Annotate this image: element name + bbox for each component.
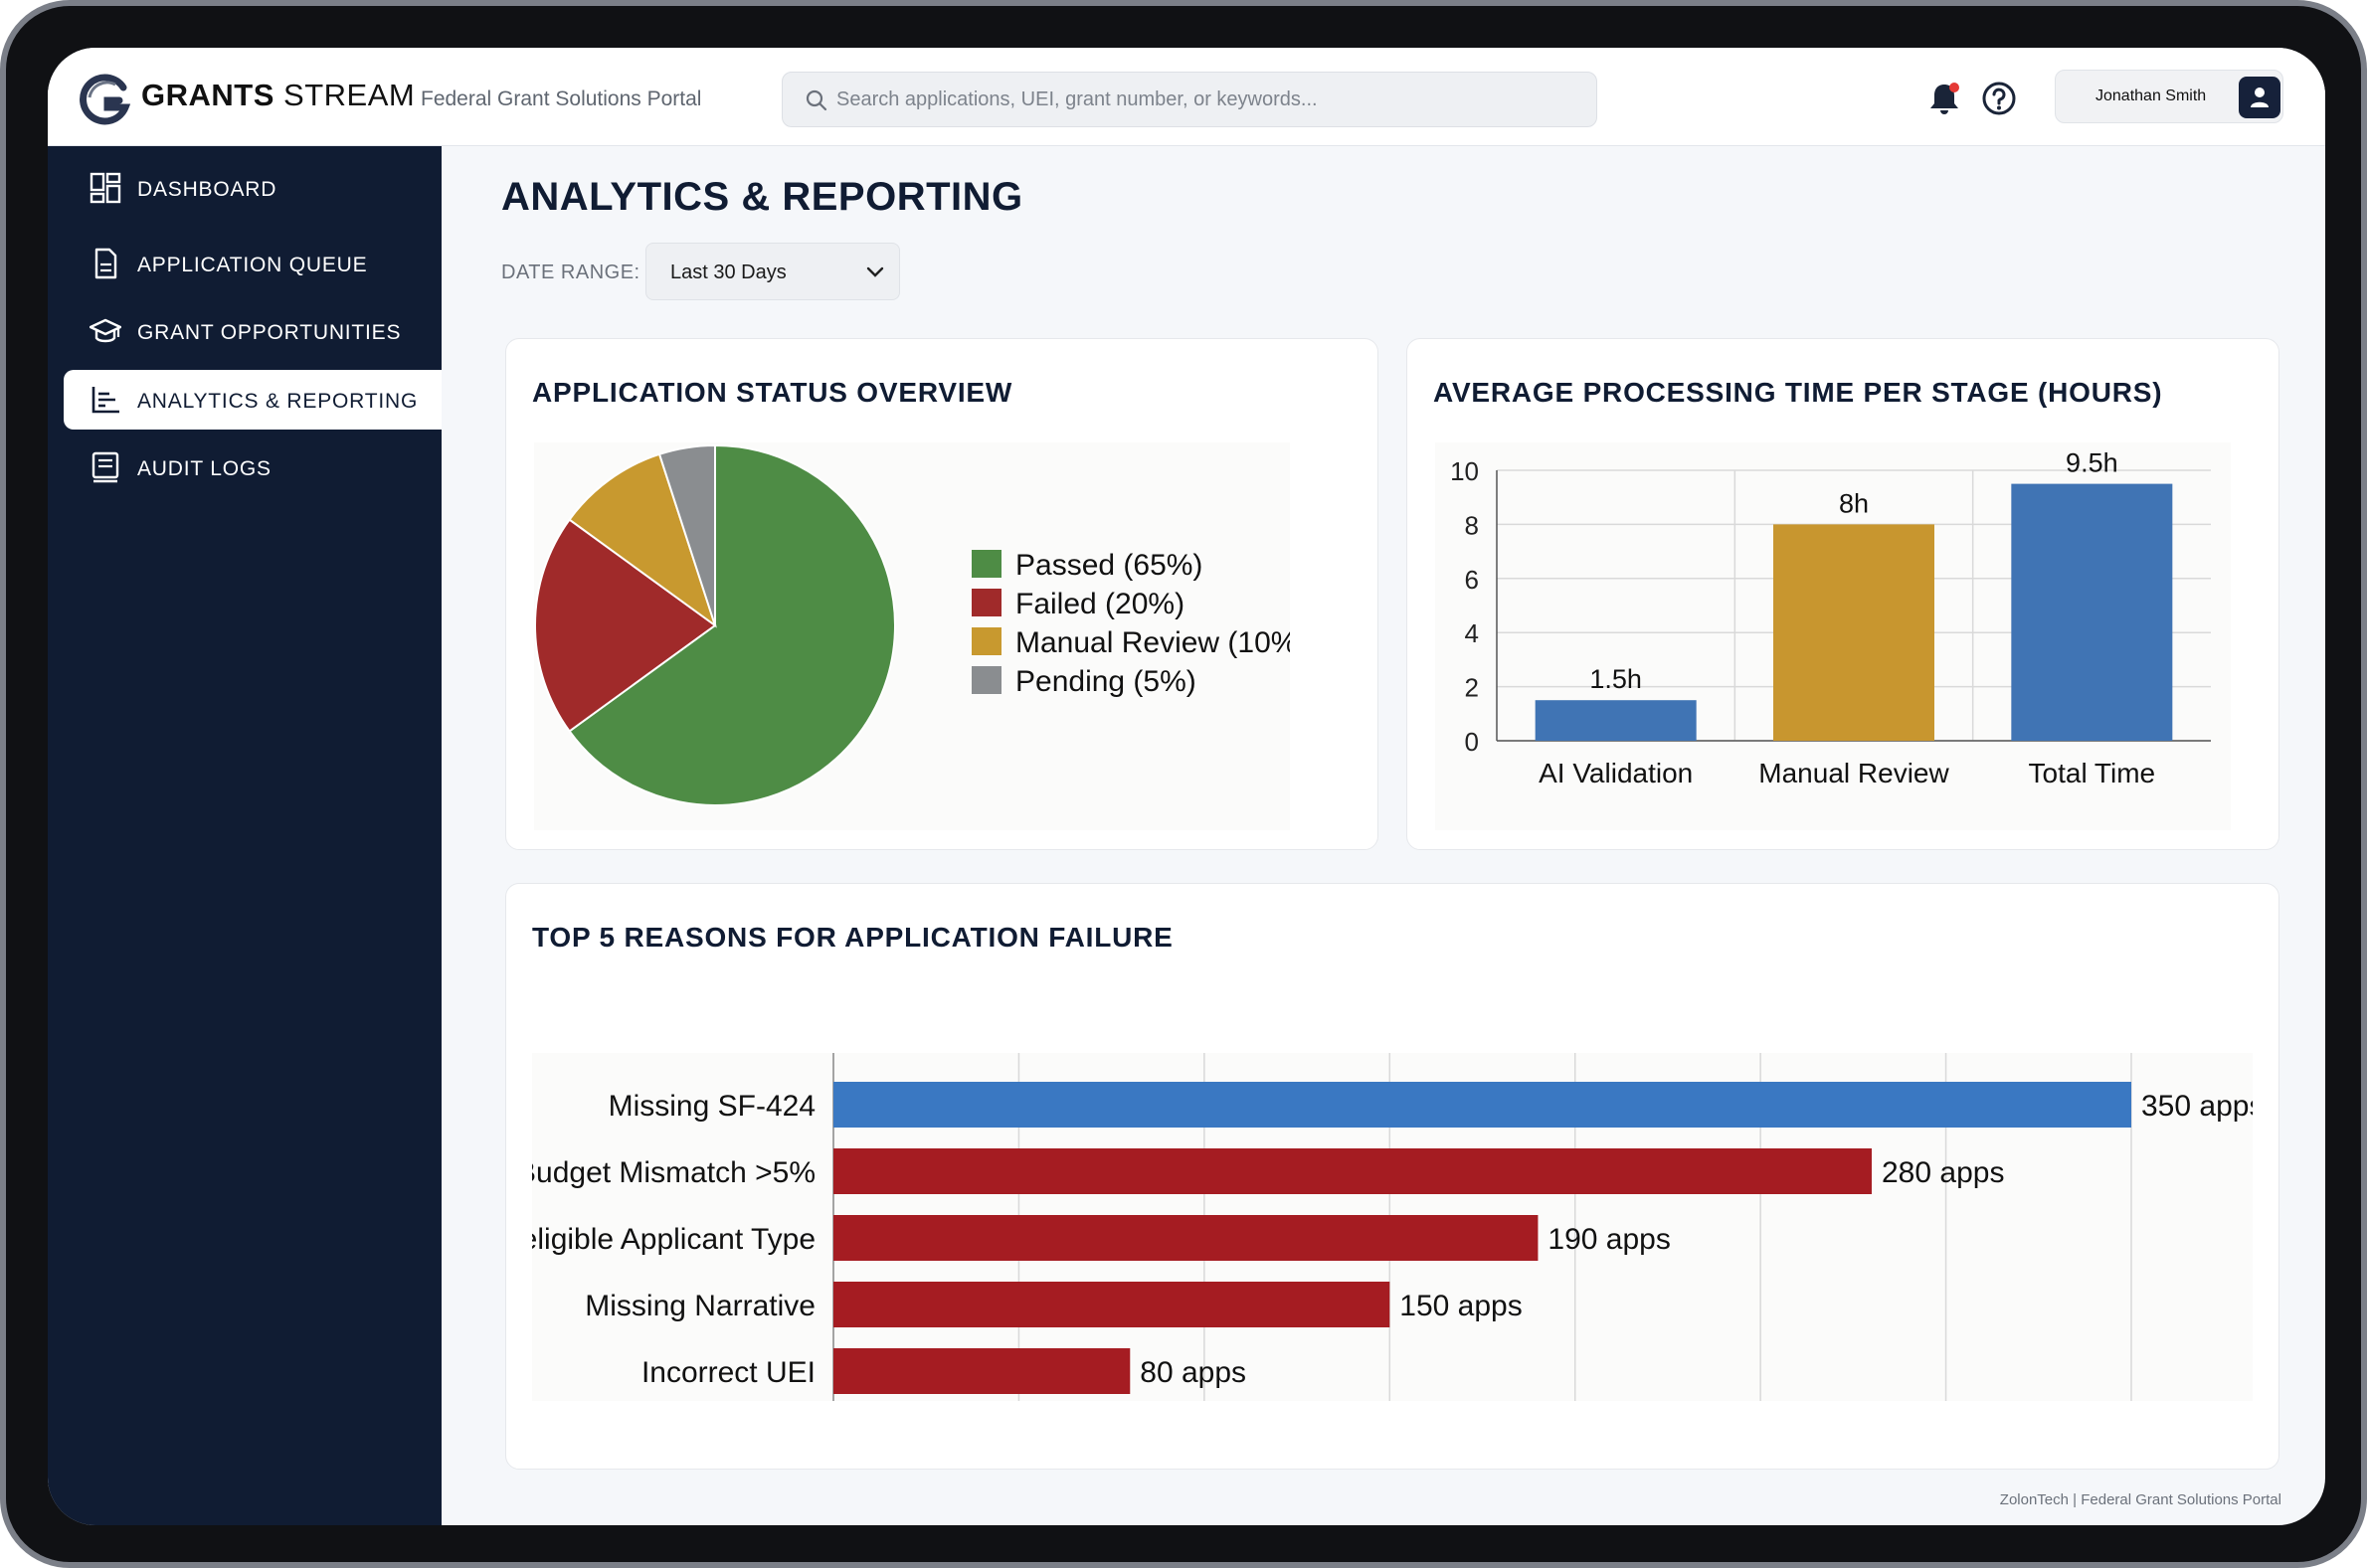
app-screen: GRANTS STREAM Federal Grant Solutions Po…: [48, 48, 2325, 1525]
data-label: 190 apps: [1548, 1223, 1670, 1256]
bar-missing-narrative: [833, 1282, 1390, 1327]
legend-label: Manual Review (10%): [1015, 626, 1290, 659]
y-tick-label: 6: [1465, 565, 1479, 595]
card-title: TOP 5 REASONS FOR APPLICATION FAILURE: [532, 922, 1174, 953]
bar-incorrect-uei: [833, 1348, 1131, 1394]
date-range-value: Last 30 Days: [670, 261, 787, 283]
data-label: 280 apps: [1882, 1156, 2004, 1189]
sidebar-item-label: AUDIT LOGS: [137, 457, 272, 480]
data-label: 150 apps: [1399, 1290, 1522, 1322]
bar-budget-mismatch-5-: [833, 1148, 1872, 1194]
legend-label: Pending (5%): [1015, 665, 1196, 698]
sidebar-item-application-queue[interactable]: APPLICATION QUEUE: [64, 234, 442, 293]
bar-chart-icon: [91, 387, 119, 414]
x-tick-label: Total Time: [2029, 758, 2156, 788]
failure-reasons-bar-chart: Missing SF-424 350 apps Budget Mismatch >5…: [532, 1053, 2253, 1401]
sidebar-item-label: GRANT OPPORTUNITIES: [137, 321, 402, 344]
card-title: APPLICATION STATUS OVERVIEW: [532, 377, 1013, 408]
portal-name: Federal Grant Solutions Portal: [421, 87, 702, 110]
status-pie-chart: Passed (65%) Failed (20%) Manual Review (1…: [534, 442, 1290, 830]
pie-slice-failed: [534, 518, 717, 733]
graduation-cap-icon: [90, 318, 121, 343]
pie-slice-manual-review: [568, 452, 717, 628]
pie-slice-passed: [568, 443, 896, 806]
user-name: Jonathan Smith: [2095, 87, 2207, 104]
footer-text: ZolonTech | Federal Grant Solutions Port…: [1999, 1491, 2281, 1508]
y-tick-label: 10: [1450, 456, 1479, 486]
y-tick-label: 0: [1465, 727, 1479, 757]
top-bar: GRANTS STREAM Federal Grant Solutions Po…: [48, 48, 2325, 146]
user-menu[interactable]: Jonathan Smith: [2055, 70, 2283, 123]
search-input[interactable]: [836, 81, 1572, 118]
category-label: Budget Mismatch >5%: [532, 1156, 816, 1189]
x-tick-label: Manual Review: [1758, 758, 1949, 788]
date-range-select[interactable]: Last 30 Days: [645, 243, 900, 300]
brand-name[interactable]: GRANTS STREAM: [141, 78, 416, 112]
bar-ai-validation: [1535, 700, 1697, 741]
legend-swatch: [972, 589, 1001, 616]
sidebar-item-audit-logs[interactable]: AUDIT LOGS: [64, 437, 442, 497]
legend-swatch: [972, 666, 1001, 694]
sidebar-item-label: APPLICATION QUEUE: [137, 254, 368, 276]
chevron-down-icon: [866, 266, 884, 277]
bar-manual-review: [1773, 524, 1934, 741]
legend-label: Failed (20%): [1015, 588, 1184, 620]
y-tick-label: 8: [1465, 510, 1479, 540]
legend-swatch: [972, 627, 1001, 655]
sidebar-item-label: DASHBOARD: [137, 178, 277, 201]
sidebar: DASHBOARD APPLICATION QUEUE GRANT OPPORT…: [48, 146, 442, 1525]
help-icon[interactable]: [1981, 81, 2017, 116]
data-label: 350 apps: [2141, 1090, 2253, 1123]
search-bar[interactable]: [782, 72, 1597, 127]
data-label: 8h: [1839, 488, 1869, 518]
sidebar-item-grant-opportunities[interactable]: GRANT OPPORTUNITIES: [64, 301, 442, 361]
data-label: 9.5h: [2066, 448, 2118, 478]
sidebar-item-dashboard[interactable]: DASHBOARD: [64, 158, 442, 218]
page-title: ANALYTICS & REPORTING: [501, 175, 1023, 219]
data-label: 80 apps: [1140, 1356, 1246, 1389]
bar-missing-sf-424: [833, 1082, 2131, 1128]
legend-swatch: [972, 550, 1001, 578]
category-label: Missing Narrative: [585, 1290, 816, 1322]
bar-total-time: [2011, 483, 2173, 741]
y-tick-label: 4: [1465, 618, 1479, 648]
category-label: Missing SF-424: [609, 1090, 816, 1123]
grants-stream-logo-icon[interactable]: [80, 74, 131, 125]
processing-time-card: AVERAGE PROCESSING TIME PER STAGE (HOURS…: [1406, 338, 2279, 850]
avatar[interactable]: [2239, 77, 2280, 118]
log-icon: [91, 451, 119, 483]
date-range-label: DATE RANGE:: [501, 261, 640, 283]
status-overview-card: APPLICATION STATUS OVERVIEW Passed (65%)…: [505, 338, 1378, 850]
card-title: AVERAGE PROCESSING TIME PER STAGE (HOURS…: [1433, 377, 2163, 408]
notification-badge: [1949, 83, 1959, 92]
search-icon: [806, 89, 827, 111]
processing-time-bar-chart: 0 2 4 6 8 10 1.5h AI Validation 8h Manual Review 9…: [1435, 442, 2231, 830]
sidebar-item-analytics-reporting[interactable]: ANALYTICS & REPORTING: [64, 370, 442, 430]
failure-reasons-card: TOP 5 REASONS FOR APPLICATION FAILURE Mi…: [505, 883, 2279, 1470]
legend-label: Passed (65%): [1015, 549, 1202, 582]
category-label: Incorrect UEI: [641, 1356, 816, 1389]
data-label: 1.5h: [1589, 664, 1642, 694]
x-tick-label: AI Validation: [1539, 758, 1693, 788]
sidebar-item-label: ANALYTICS & REPORTING: [137, 390, 419, 413]
document-icon: [94, 248, 117, 279]
bar-ineligible-applicant-type: [833, 1215, 1539, 1261]
pie-slice-pending: [657, 443, 716, 626]
notification-bell-icon[interactable]: [1927, 81, 1961, 116]
category-label: Ineligible Applicant Type: [532, 1223, 816, 1256]
user-icon: [2251, 87, 2269, 107]
y-tick-label: 2: [1465, 673, 1479, 703]
dashboard-icon: [90, 172, 121, 204]
